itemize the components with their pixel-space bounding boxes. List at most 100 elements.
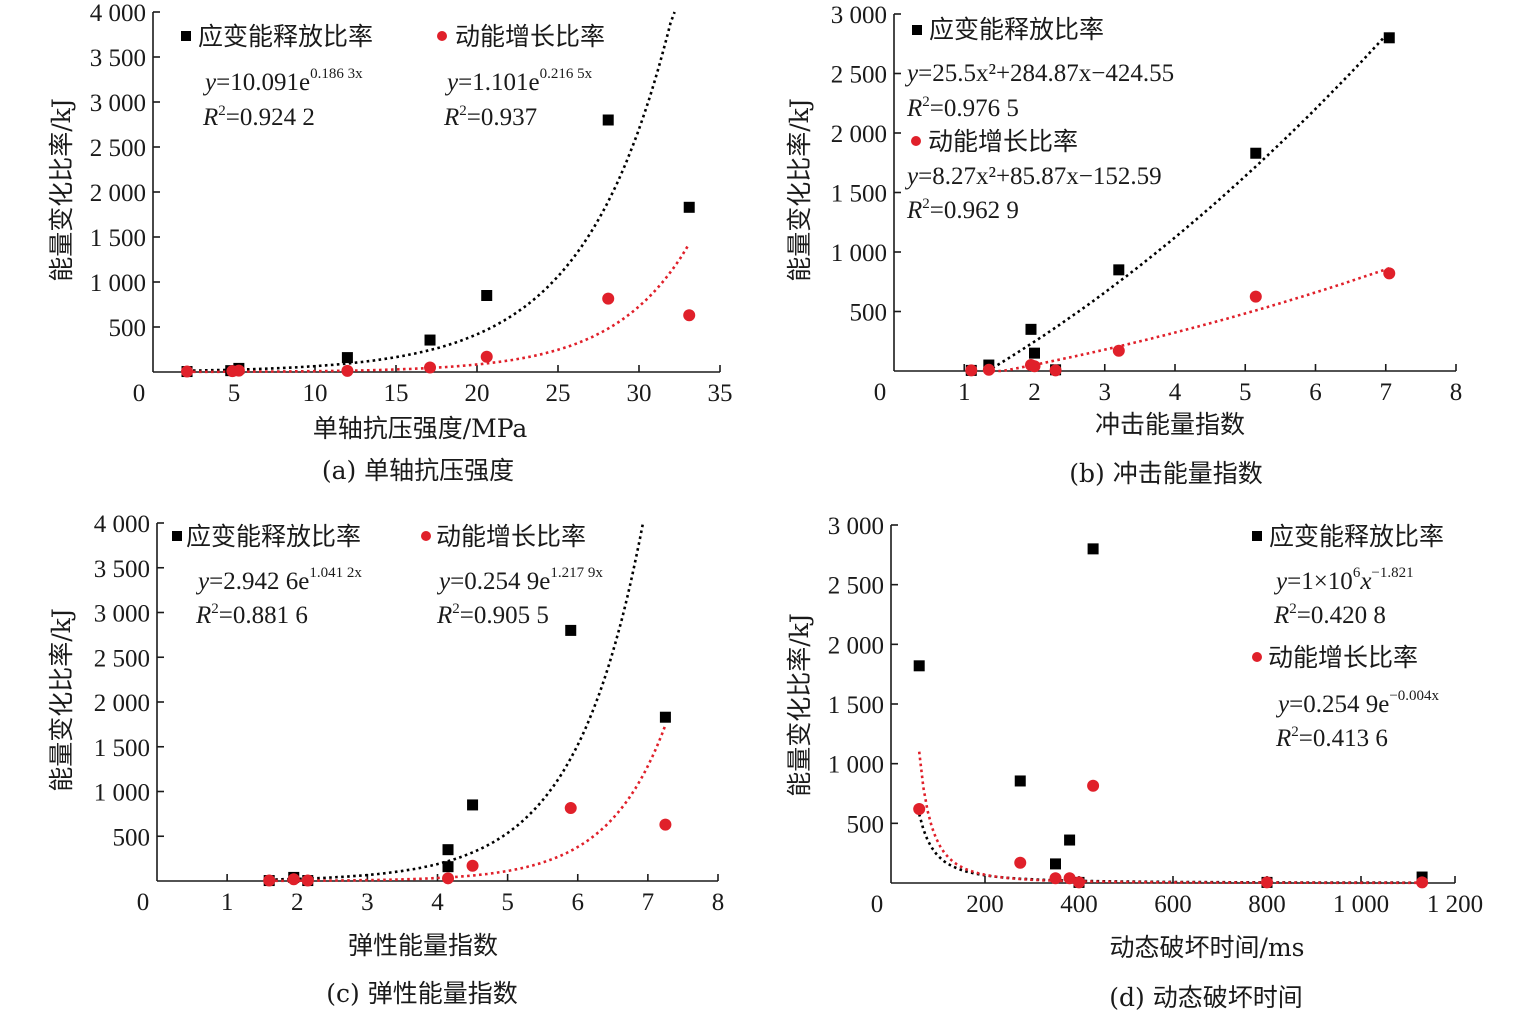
y-tick-label: 500	[850, 300, 888, 327]
y-tick-label: 3 500	[94, 556, 150, 583]
y-axis-label: 能量变化比率/kJ	[785, 98, 814, 282]
x-tick-label: 6	[572, 889, 585, 916]
legend-marker-kinetic	[911, 136, 921, 146]
y-tick-label: 3 500	[90, 45, 146, 72]
point-strain	[913, 660, 925, 672]
point-kinetic	[424, 361, 437, 374]
x-tick-label: 400	[1060, 891, 1098, 918]
trendline-strain	[186, 11, 676, 372]
legend-label-kinetic: 动能增长比率	[436, 522, 586, 551]
point-kinetic	[1087, 779, 1100, 792]
r2-kinetic: R2=0.962 9	[906, 196, 1019, 224]
r2-kinetic: R2=0.905 5	[436, 601, 549, 629]
point-kinetic	[301, 874, 314, 887]
x-tick-label: 20	[465, 380, 490, 407]
point-strain	[1025, 323, 1037, 335]
x-tick-label: 2	[291, 889, 304, 916]
point-kinetic	[1383, 267, 1396, 280]
x-axis-label: 动态破坏时间/ms	[1110, 933, 1305, 962]
y-tick-label: 2 500	[94, 645, 150, 672]
x-tick-label: 10	[303, 380, 328, 407]
x-tick-label: 4	[431, 889, 444, 916]
x-tick-label: 600	[1154, 891, 1192, 918]
y-axis-label: 能量变化比率/kJ	[785, 613, 814, 797]
legend-marker-strain	[172, 531, 182, 541]
y-tick-label: 1 500	[94, 735, 150, 762]
x-tick-label: 8	[1450, 379, 1463, 406]
y-tick-label: 2 000	[90, 180, 146, 207]
point-kinetic	[442, 872, 455, 885]
x-tick-label: 0	[871, 891, 884, 918]
x-tick-label: 3	[1099, 379, 1112, 406]
x-tick-label: 800	[1248, 891, 1286, 918]
x-tick-label: 5	[501, 889, 514, 916]
y-tick-label: 1 000	[90, 270, 146, 297]
x-tick-label: 4	[1169, 379, 1182, 406]
chart-caption: (d) 动态破坏时间	[1109, 983, 1302, 1012]
trendline-kinetic	[917, 751, 1423, 885]
point-kinetic	[1249, 290, 1262, 303]
equation-strain: y=2.942 6e1.041 2x	[195, 565, 362, 595]
point-strain	[659, 711, 671, 723]
legend-label-kinetic: 动能增长比率	[1268, 643, 1418, 672]
chart-caption: (a) 单轴抗压强度	[322, 456, 514, 485]
point-strain	[1050, 858, 1061, 870]
r2-strain: R2=0.976 5	[906, 94, 1019, 122]
legend-label-kinetic: 动能增长比率	[928, 127, 1078, 156]
y-tick-label: 1 500	[828, 692, 884, 719]
y-tick-label: 4 000	[90, 0, 146, 27]
trendline-kinetic	[187, 243, 691, 374]
r2-strain: R2=0.881 6	[195, 601, 308, 629]
point-strain	[1029, 347, 1040, 359]
y-axis-label: 能量变化比率/kJ	[47, 608, 76, 792]
point-kinetic	[659, 818, 672, 831]
x-axis-label: 弹性能量指数	[348, 931, 498, 960]
point-kinetic	[181, 365, 194, 378]
equation-kinetic: y=0.254 9e1.217 9x	[436, 565, 603, 595]
point-kinetic	[1014, 856, 1027, 869]
chart-caption: (b) 冲击能量指数	[1069, 459, 1262, 488]
equation-kinetic: y=0.254 9e−0.004x	[1275, 688, 1440, 718]
r2-strain: R2=0.420 8	[1273, 601, 1386, 629]
point-strain	[442, 861, 454, 873]
point-kinetic	[913, 803, 926, 816]
chart-panel-b: 0 1 2 3 4 5 6 7 8 500 1 000 1 500 2 000 2 500 3 000 冲击…	[785, 2, 1462, 488]
x-tick-label: 5	[228, 380, 241, 407]
point-strain	[1064, 834, 1076, 846]
y-tick-label: 3 000	[90, 90, 146, 117]
point-kinetic	[1028, 360, 1041, 373]
x-tick-label: 0	[133, 380, 146, 407]
point-strain	[565, 624, 577, 636]
equation-kinetic: y=8.27x²+85.87x−152.59	[904, 163, 1162, 190]
chart-caption: (c) 弹性能量指数	[326, 979, 517, 1008]
point-kinetic	[1063, 872, 1076, 885]
y-tick-label: 2 000	[831, 121, 887, 148]
point-kinetic	[602, 292, 615, 305]
y-axis-label: 能量变化比率/kJ	[47, 98, 76, 282]
point-strain	[467, 799, 479, 811]
legend-label-strain: 应变能释放比率	[929, 15, 1104, 44]
r2-kinetic: R2=0.413 6	[1275, 724, 1388, 752]
x-tick-label: 0	[137, 889, 150, 916]
legend-label-strain: 应变能释放比率	[198, 22, 373, 51]
legend-marker-kinetic	[437, 31, 447, 41]
y-tick-label: 500	[109, 315, 147, 342]
x-tick-label: 3	[361, 889, 374, 916]
equation-strain: y=10.091e0.186 3x	[202, 66, 363, 96]
y-tick-label: 500	[113, 824, 151, 851]
point-kinetic	[287, 873, 300, 886]
point-kinetic	[982, 363, 995, 376]
r2-strain: R2=0.924 2	[202, 103, 315, 131]
x-tick-label: 1 200	[1427, 891, 1483, 918]
point-strain	[1383, 32, 1395, 44]
x-tick-label: 30	[627, 380, 652, 407]
y-tick-label: 2 500	[828, 573, 884, 600]
x-tick-label: 2	[1028, 379, 1041, 406]
point-strain	[1014, 775, 1026, 787]
trendline-strain	[991, 30, 1391, 370]
y-tick-label: 1 500	[90, 225, 146, 252]
x-tick-label: 6	[1309, 379, 1322, 406]
chart-panel-a: 0 5 10 15 20 25 30 35 500 1 000 1 500 2 000 2 500 3 0…	[47, 0, 733, 485]
y-tick-label: 1 000	[831, 240, 887, 267]
